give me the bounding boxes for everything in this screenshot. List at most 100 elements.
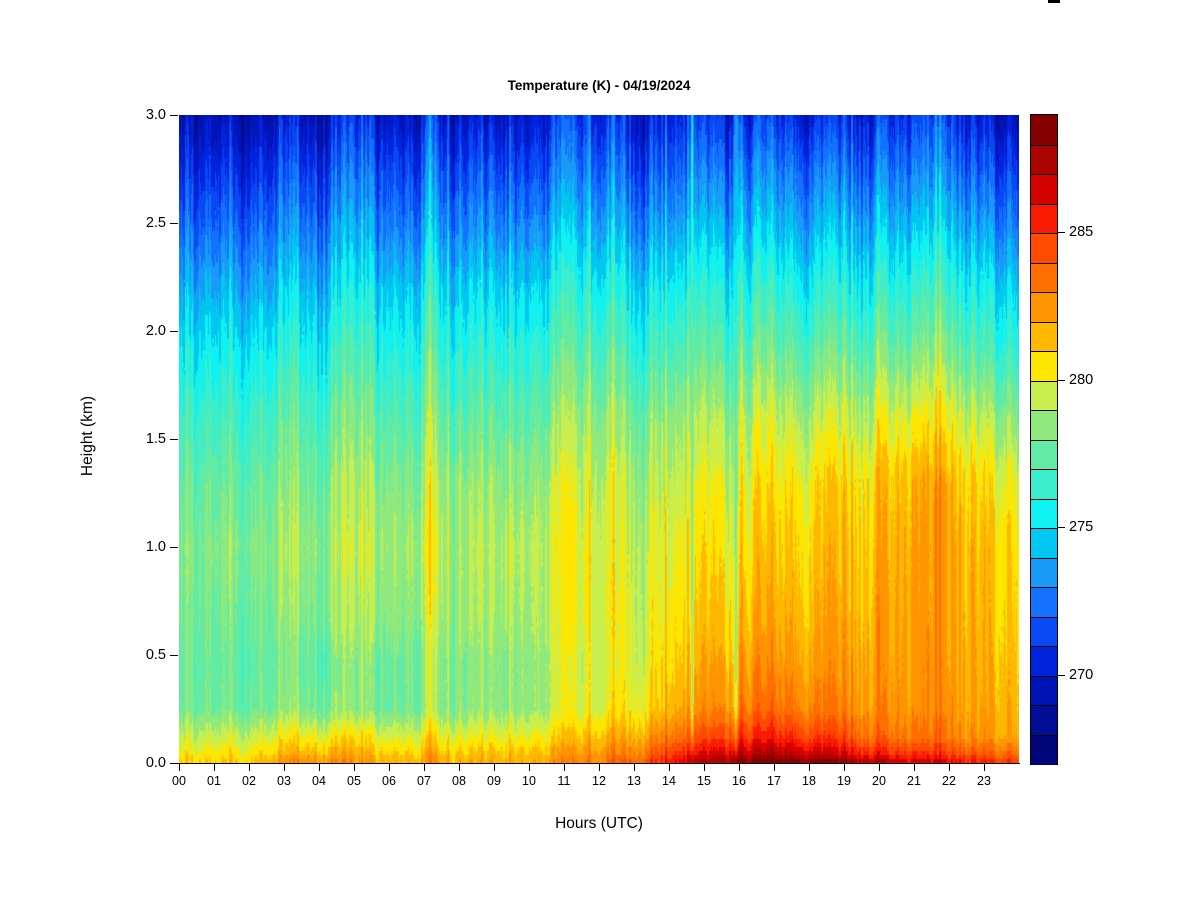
- x-tick: [249, 764, 250, 771]
- colorbar-band: [1031, 174, 1057, 205]
- colorbar-band-separator: [1031, 203, 1057, 205]
- colorbar-tick: [1058, 232, 1065, 233]
- colorbar-band: [1031, 262, 1057, 293]
- x-tick: [319, 764, 320, 771]
- x-tick-label: 22: [942, 774, 956, 788]
- x-tick-label: 04: [312, 774, 326, 788]
- x-tick: [844, 764, 845, 771]
- colorbar-band: [1031, 616, 1057, 647]
- x-tick: [529, 764, 530, 771]
- colorbar-band-separator: [1031, 292, 1057, 293]
- y-axis-title: Height (km): [79, 395, 96, 477]
- y-tick: [170, 115, 178, 116]
- chart-title: Temperature (K) - 04/19/2024: [507, 78, 691, 93]
- x-tick-label: 00: [172, 774, 186, 788]
- colorbar-band: [1031, 203, 1057, 234]
- x-axis-title: Hours (UTC): [555, 815, 643, 832]
- colorbar-band: [1031, 587, 1057, 618]
- colorbar-band: [1031, 498, 1057, 529]
- x-tick: [354, 764, 355, 771]
- x-tick: [914, 764, 915, 771]
- colorbar-band: [1031, 469, 1057, 500]
- x-tick-label: 14: [662, 774, 676, 788]
- x-tick-label: 08: [452, 774, 466, 788]
- x-tick-label: 19: [837, 774, 851, 788]
- y-tick: [170, 763, 178, 764]
- x-tick-label: 15: [697, 774, 711, 788]
- colorbar-band-separator: [1031, 616, 1057, 618]
- colorbar-band-separator: [1031, 439, 1057, 441]
- x-tick: [214, 764, 215, 771]
- x-tick: [389, 764, 390, 771]
- x-tick-label: 01: [207, 774, 221, 788]
- colorbar-tick: [1058, 379, 1065, 381]
- colorbar-band: [1031, 734, 1057, 765]
- colorbar-tick: [1058, 674, 1065, 676]
- x-tick-label: 05: [347, 774, 361, 788]
- y-tick: [170, 655, 178, 656]
- colorbar-band-separator: [1031, 528, 1057, 529]
- colorbar-band-separator: [1031, 557, 1057, 559]
- x-tick: [669, 764, 670, 771]
- heatmap-canvas: [179, 115, 1019, 763]
- y-tick-label: 0.0: [145, 755, 166, 771]
- colorbar-band: [1031, 646, 1057, 677]
- x-tick: [424, 764, 425, 771]
- colorbar-band-separator: [1031, 705, 1057, 706]
- colorbar-band-separator: [1031, 380, 1057, 382]
- colorbar: [1030, 114, 1058, 765]
- colorbar-band: [1031, 380, 1057, 411]
- colorbar-band-separator: [1031, 498, 1057, 500]
- colorbar-tick-label: 280: [1069, 371, 1094, 388]
- x-tick-label: 10: [522, 774, 536, 788]
- colorbar-band: [1031, 410, 1057, 441]
- x-tick-label: 20: [872, 774, 886, 788]
- x-tick-label: 07: [417, 774, 431, 788]
- colorbar-band-separator: [1031, 646, 1057, 647]
- colorbar-band: [1031, 351, 1057, 382]
- colorbar-tick-label: 270: [1069, 666, 1094, 683]
- colorbar-band-separator: [1031, 233, 1057, 234]
- x-tick: [494, 764, 495, 771]
- x-tick-label: 18: [802, 774, 816, 788]
- x-tick-label: 12: [592, 774, 606, 788]
- x-tick-label: 21: [907, 774, 921, 788]
- y-tick: [170, 439, 178, 440]
- colorbar-band: [1031, 233, 1057, 264]
- colorbar-band: [1031, 144, 1057, 175]
- x-tick: [949, 764, 950, 771]
- y-tick: [170, 223, 178, 224]
- x-tick-label: 09: [487, 774, 501, 788]
- colorbar-band: [1031, 321, 1057, 352]
- colorbar-band: [1031, 675, 1057, 706]
- x-tick-label: 16: [732, 774, 746, 788]
- x-tick-label: 17: [767, 774, 781, 788]
- y-tick-label: 2.0: [145, 323, 166, 339]
- colorbar-tick: [1058, 527, 1065, 528]
- x-tick: [984, 764, 985, 771]
- x-tick: [634, 764, 635, 771]
- window-artifact: [1048, 0, 1060, 3]
- x-tick: [879, 764, 880, 771]
- x-tick: [599, 764, 600, 771]
- x-tick-label: 02: [242, 774, 256, 788]
- x-tick: [774, 764, 775, 771]
- x-tick-label: 23: [977, 774, 991, 788]
- colorbar-band-separator: [1031, 262, 1057, 264]
- colorbar-band-separator: [1031, 469, 1057, 470]
- y-tick-label: 0.5: [145, 647, 166, 663]
- x-tick: [564, 764, 565, 771]
- colorbar-tick-label: 285: [1069, 224, 1094, 240]
- colorbar-band-separator: [1031, 321, 1057, 323]
- colorbar-band: [1031, 705, 1057, 736]
- colorbar-band: [1031, 439, 1057, 470]
- y-tick-label: 1.0: [145, 539, 166, 555]
- y-tick-label: 1.5: [145, 431, 166, 447]
- x-tick-label: 13: [627, 774, 641, 788]
- colorbar-band-separator: [1031, 410, 1057, 411]
- y-tick-label: 3.0: [145, 107, 166, 123]
- x-tick: [704, 764, 705, 771]
- colorbar-tick-label: 275: [1069, 519, 1094, 535]
- colorbar-band: [1031, 528, 1057, 559]
